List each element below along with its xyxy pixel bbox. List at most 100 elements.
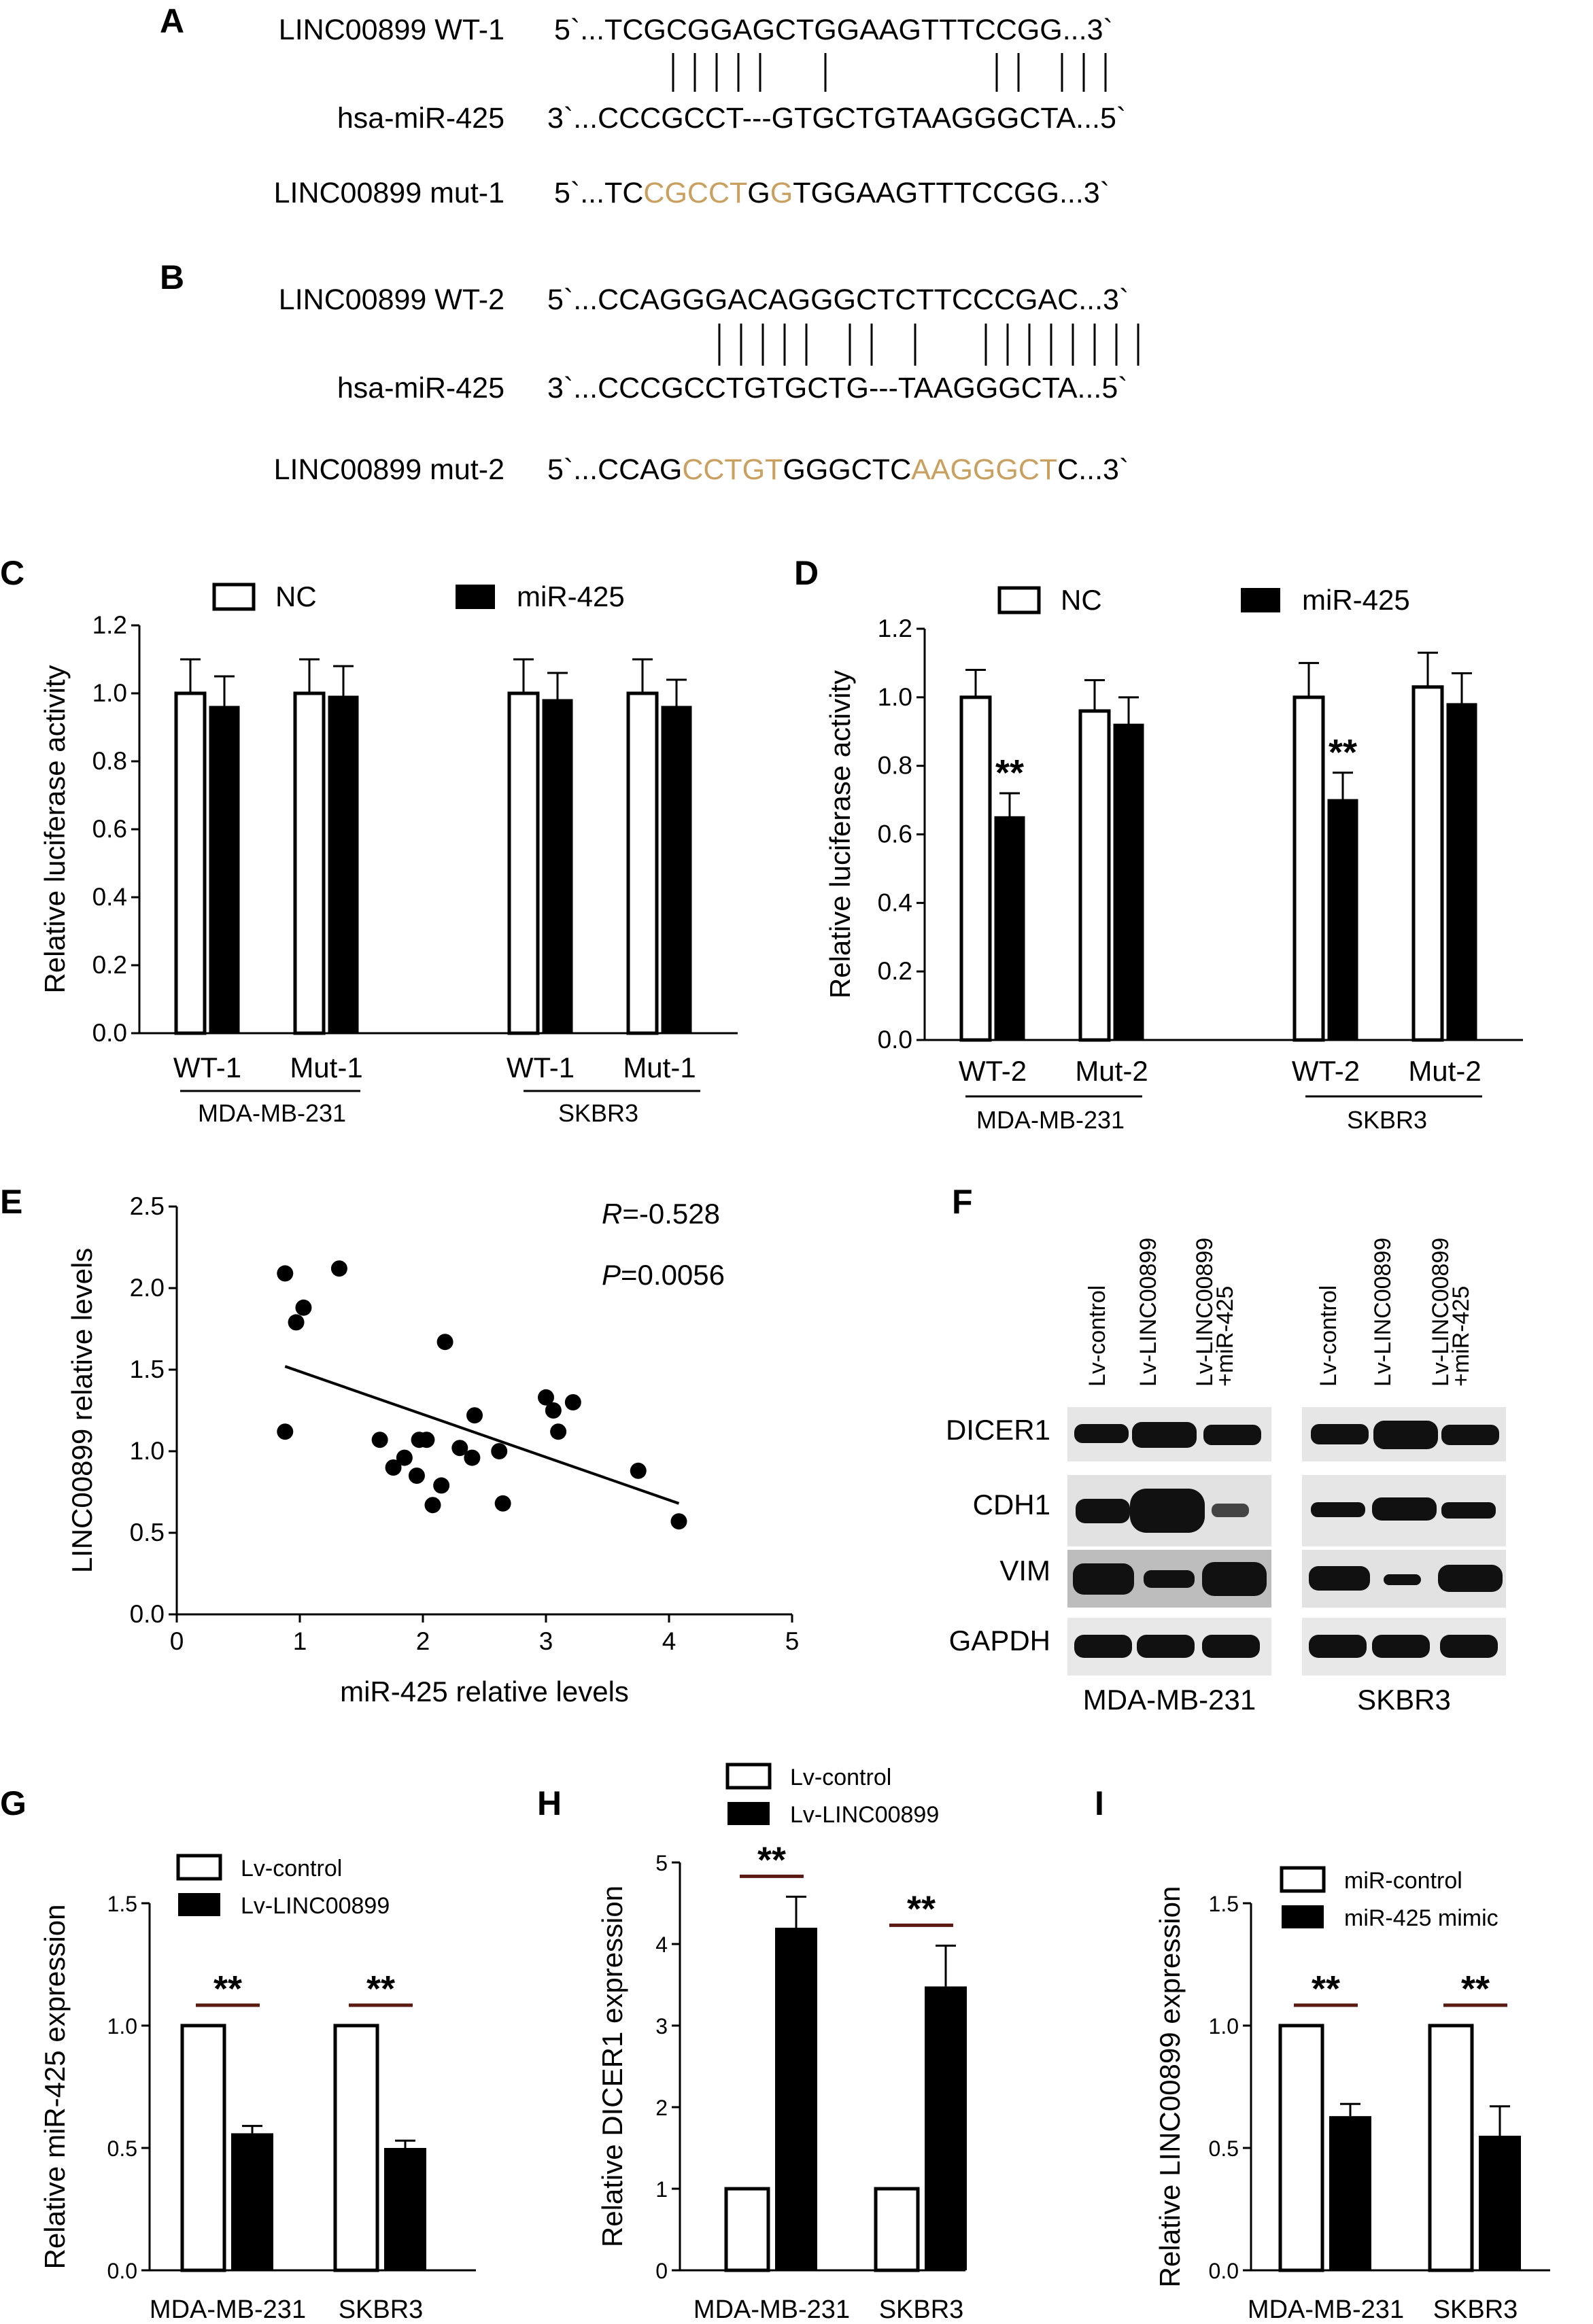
chart-g-x-tick-label: SKBR3 [339,2295,424,2324]
chart-i-legend-swatch-control [1280,1866,1326,1893]
chart-g-sig-marker: ** [366,1969,395,2009]
band-gapdh-mda-2 [1137,1635,1195,1658]
chart-d-y-tick-label: 1.0 [878,683,912,711]
chart-d-bar-nc [1292,695,1325,1042]
chart-e-x-tick-label: 4 [662,1627,676,1655]
chart-g-y-axis-label: Relative miR-425 expression [39,1905,71,2270]
chart-e-x-tick-label: 0 [170,1627,184,1655]
seq-mut2-part-3: AAGGGCT [911,453,1057,486]
seq-mut1-part-4: TGGAAGTTTCCGG...3` [793,177,1110,209]
chart-i-legend-swatch-treated [1282,1905,1324,1928]
chart-e-point [436,1334,453,1351]
chart-h-bar-treated [775,1928,817,2270]
chart-h-legend-swatch-control [725,1763,772,1790]
band-vim-mda-1 [1073,1563,1134,1595]
seq-wt1: 5`...TCGCGGAGCTGGAAGTTTCCGG...3` [554,14,1113,46]
chart-e-point [385,1459,402,1476]
chart-d-legend-label-nc: NC [1061,584,1102,616]
chart-e-r-annotation: R=-0.528 [602,1198,720,1230]
chart-e-point [451,1440,468,1457]
chart-h-y-tick-label: 1 [655,2177,668,2202]
chart-h-dicer1: 0 1 2 3 4 5 Relative DICER1 expression ** MDA-MB… [596,1763,967,2324]
chart-h-y-tick-label: 5 [655,1851,668,1875]
western-blot-panel: Lv-control Lv-LINC00899 Lv-LINC00899 +mi… [946,1238,1506,1716]
band-dicer1-mda-2 [1132,1422,1197,1448]
chart-d-sig-marker: ** [995,752,1024,793]
blot-cell-skbr3: SKBR3 [1357,1684,1451,1716]
band-cdh1-skbr3-1 [1311,1502,1365,1517]
chart-d-y-tick-label: 1.2 [878,614,912,642]
protein-label-cdh1: CDH1 [973,1489,1050,1521]
chart-c-bar-mir [328,695,359,1035]
chart-h-y-tick-label: 4 [655,1932,668,1957]
chart-d-y-tick-label: 0.6 [878,820,912,848]
chart-d-bar-nc [959,695,992,1042]
chart-d-legend-swatch-nc [997,586,1041,614]
chart-c-bar-nc [507,691,540,1035]
band-gapdh-skbr3-3 [1440,1635,1498,1658]
seq-mut1-part-1: CGCCT [643,177,747,209]
panel-letter-i: I [1095,1784,1104,1822]
seq-mut2-part-0: 5`...CCAG [547,453,682,486]
chart-c-x-tick-label: Mut-1 [290,1052,362,1083]
chart-g-y-tick-label: 0.5 [107,2136,137,2161]
chart-i-y-tick-label: 0.0 [1209,2259,1239,2283]
lane-label-3a-b: +miR-425 [1212,1286,1238,1387]
chart-h-y-tick-label: 2 [655,2096,668,2120]
chart-e-point [564,1394,581,1410]
chart-c-bar-nc [626,691,659,1035]
chart-e-y-axis-label: LINC00899 relative levels [66,1248,98,1574]
band-vim-skbr3-2 [1384,1574,1421,1585]
chart-e-point [670,1513,687,1530]
chart-d-y-tick-label: 0.2 [878,957,912,985]
chart-g-legend-label-treated: Lv-LINC00899 [241,1893,390,1919]
chart-e-point [491,1443,508,1459]
chart-d-x-tick-label: WT-2 [1292,1055,1360,1087]
chart-h-y-tick-label: 3 [655,2014,668,2039]
chart-e-point [330,1260,347,1277]
band-gapdh-mda-1 [1074,1635,1132,1658]
chart-i-bar-treated [1329,2116,1371,2270]
panel-letter-f: F [952,1183,973,1221]
lane-label-2a: Lv-LINC00899 [1135,1238,1161,1387]
chart-c-y-tick-label: 0.6 [92,815,127,843]
seq-name-mir-a: hsa-miR-425 [337,102,504,135]
pairing-lines-a [672,53,1107,92]
chart-e-point [466,1407,483,1424]
chart-g-x-tick-label: MDA-MB-231 [150,2295,306,2324]
chart-c-bar-mir [542,699,573,1035]
band-vim-mda-3 [1202,1562,1267,1596]
chart-i-y-tick-label: 1.0 [1209,2014,1239,2039]
chart-c-y-tick-label: 1.0 [92,679,127,707]
band-cdh1-skbr3-2 [1372,1497,1437,1521]
chart-i-bar-treated [1479,2136,1521,2270]
seq-mut2-part-2: GGGCTC [783,453,911,486]
seq-mut1-part-0: 5`...TC [554,177,643,209]
panel-letter-a: A [160,2,184,40]
chart-d-bar-mir [1446,703,1477,1041]
chart-i-legend-label-control: miR-control [1344,1868,1462,1894]
chart-h-bar-treated [925,1986,967,2270]
chart-g-legend-swatch-treated [178,1893,220,1916]
chart-h-sig-marker: ** [757,1839,786,1880]
chart-c-cell-label: SKBR3 [558,1099,638,1127]
chart-c-bar-mir [661,706,692,1035]
band-vim-skbr3-3 [1438,1565,1503,1592]
chart-e-point [371,1432,388,1449]
chart-c-x-tick-label: WT-1 [507,1052,575,1083]
chart-g-bar-treated [384,2148,426,2270]
chart-d-x-tick-label: Mut-2 [1408,1055,1481,1087]
pairing-lines-b [718,324,1140,366]
chart-e-x-tick-label: 3 [539,1627,553,1655]
chart-e-point [538,1389,554,1406]
chart-d-bar-mir [1113,723,1144,1041]
chart-i-sig-marker: ** [1312,1969,1340,2009]
chart-i-x-tick-label: SKBR3 [1433,2295,1518,2324]
chart-c-cell-label: MDA-MB-231 [198,1099,346,1127]
chart-i-y-tick-label: 0.5 [1209,2136,1239,2161]
chart-e-x-tick-label: 2 [416,1627,430,1655]
chart-h-legend-swatch-treated [727,1802,770,1825]
chart-c-y-tick-label: 0.2 [92,951,127,979]
chart-i-legend-label-treated: miR-425 mimic [1344,1905,1498,1931]
